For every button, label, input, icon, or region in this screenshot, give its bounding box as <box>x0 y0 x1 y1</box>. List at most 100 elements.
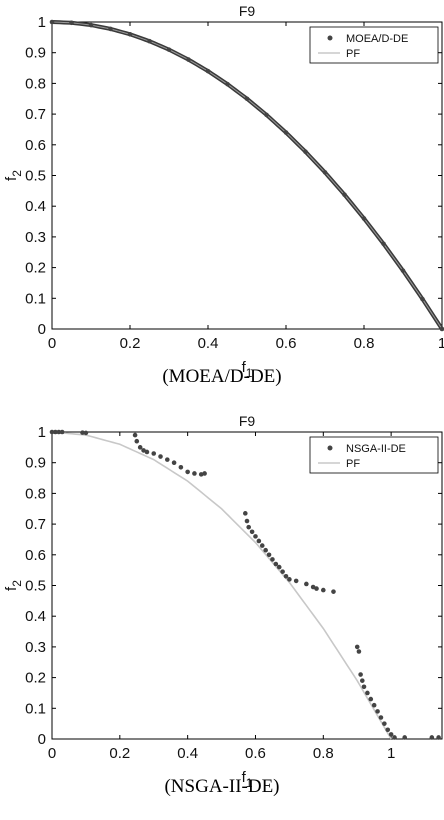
caption-moead: (MOEA/D-DE) <box>162 366 282 387</box>
data-point <box>88 22 94 28</box>
data-point <box>322 170 328 175</box>
data-point <box>381 241 386 247</box>
pf-line <box>51 431 392 740</box>
data-point <box>80 430 85 435</box>
y-tick-label: 0.4 <box>25 198 46 215</box>
y-tick-label: 0.8 <box>25 75 46 92</box>
data-point <box>385 727 391 733</box>
data-point <box>158 454 163 459</box>
data-point <box>127 31 133 37</box>
legend-box <box>309 436 439 474</box>
x-tick-label: 0.6 <box>245 745 266 762</box>
y-tick-label: 0 <box>38 731 46 748</box>
data-point <box>166 47 172 52</box>
y-tick-label: 1 <box>38 424 46 441</box>
x-tick-label: 0.6 <box>276 335 297 352</box>
data-point <box>186 57 191 62</box>
data-point <box>356 649 362 654</box>
y-tick-label: 0.5 <box>25 168 46 185</box>
plot-frame <box>51 431 443 740</box>
data-point <box>137 445 143 450</box>
data-point <box>178 465 184 470</box>
y-tick-label: 0.3 <box>25 639 46 656</box>
chart-panel-moead: F9 0 0.1 0.2 0.3 0.4 0.5 0.6 0.7 0.8 0.9 1 0 0.2 0.4 0.… <box>3 3 444 387</box>
data-point <box>358 672 363 677</box>
data-point <box>273 561 279 567</box>
y-axis-label-sub: 2 <box>10 170 24 177</box>
data-point <box>276 564 282 570</box>
data-point <box>287 577 292 582</box>
moead-front-core <box>51 21 443 330</box>
data-point <box>249 529 255 535</box>
data-point <box>263 547 268 553</box>
data-point <box>134 438 140 444</box>
y-tick-label: 0.8 <box>25 485 46 502</box>
data-point <box>371 702 377 708</box>
data-point <box>132 432 138 438</box>
data-point <box>69 20 74 26</box>
data-point <box>314 586 319 591</box>
legend-label-markers: MOEA/D-DE <box>346 33 408 45</box>
y-tick-label: 0.7 <box>25 516 46 533</box>
data-point <box>56 429 62 435</box>
x-tick-label: 0.8 <box>313 745 334 762</box>
data-point <box>202 471 207 476</box>
data-point <box>360 678 365 683</box>
data-point <box>375 709 380 714</box>
legend-marker-icon <box>327 35 333 41</box>
data-point <box>243 511 248 516</box>
data-point <box>283 130 289 135</box>
data-point <box>246 524 251 530</box>
data-point <box>205 68 211 74</box>
x-axis-label: f1 <box>242 769 253 790</box>
data-point <box>225 81 230 87</box>
plot-frame <box>51 21 443 330</box>
legend-label-pf: PF <box>346 48 360 60</box>
y-tick-label: 0.6 <box>25 547 46 564</box>
data-point <box>303 149 308 155</box>
data-point <box>283 573 289 579</box>
data-point <box>400 268 406 273</box>
x-tick-label: 0.8 <box>354 335 375 352</box>
y-axis-label-main: f <box>3 586 20 591</box>
data-point <box>253 534 258 539</box>
data-point <box>151 451 157 456</box>
x-axis-label-main: f <box>242 359 247 376</box>
data-point <box>83 430 89 436</box>
y-axis-label: f2 <box>3 170 24 181</box>
chart-nsga-ii-de: F9 0 0.1 0.2 0.3 0.4 0.5 0.6 0.7 0.8 0.9 1 0 0.2 0.4 0.… <box>3 413 443 790</box>
chart-title: F9 <box>239 413 256 429</box>
y-tick-label: 0.5 <box>25 578 46 595</box>
data-point <box>321 587 326 593</box>
y-tick-label: 0.7 <box>25 106 46 123</box>
data-point <box>108 26 113 32</box>
data-point <box>342 192 347 197</box>
data-point <box>244 96 250 102</box>
pf-line <box>51 21 443 330</box>
data-point <box>147 38 152 44</box>
y-tick-label: 1 <box>38 14 46 31</box>
legend-box <box>309 26 439 64</box>
data-point <box>439 326 444 332</box>
x-axis-label-main: f <box>242 769 247 786</box>
chart-title: F9 <box>239 3 256 19</box>
data-point <box>49 429 55 435</box>
data-point <box>293 578 299 584</box>
data-point <box>392 735 397 740</box>
legend-label-pf: PF <box>346 458 360 470</box>
y-axis-label-sub: 2 <box>10 580 24 587</box>
x-tick-label: 0.4 <box>177 745 198 762</box>
data-point <box>354 644 360 650</box>
y-tick-label: 0 <box>38 321 46 338</box>
data-point <box>361 684 367 690</box>
moead-front-band <box>51 20 444 331</box>
chart-moead-de: F9 0 0.1 0.2 0.3 0.4 0.5 0.6 0.7 0.8 0.9 1 0 0.2 0.4 0.… <box>3 3 444 380</box>
data-point <box>365 690 370 696</box>
x-tick-label: 0.4 <box>198 335 219 352</box>
data-point <box>264 112 269 118</box>
y-tick-label: 0.9 <box>25 455 46 472</box>
x-tick-label: 0 <box>48 745 56 762</box>
data-point <box>382 721 387 726</box>
legend-label-markers: NSGA-II-DE <box>346 443 406 455</box>
x-tick-label: 0.2 <box>109 745 130 762</box>
